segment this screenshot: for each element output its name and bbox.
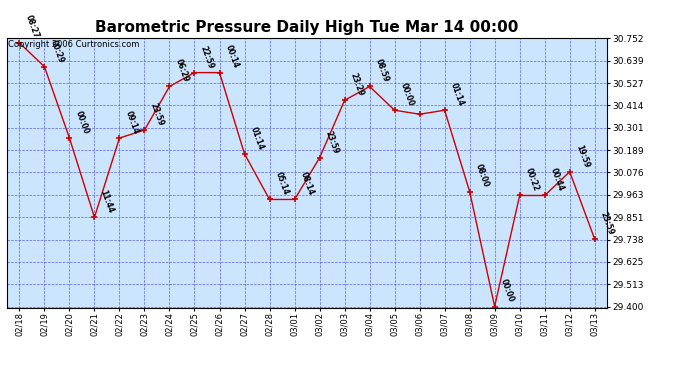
- Text: 11:44: 11:44: [99, 189, 115, 214]
- Text: 06:29: 06:29: [174, 58, 190, 84]
- Title: Barometric Pressure Daily High Tue Mar 14 00:00: Barometric Pressure Daily High Tue Mar 1…: [95, 20, 519, 35]
- Text: 23:59: 23:59: [599, 211, 615, 236]
- Text: 08:00: 08:00: [474, 163, 491, 189]
- Text: 00:00: 00:00: [399, 82, 415, 108]
- Text: 19:59: 19:59: [574, 143, 591, 169]
- Text: Copyright 2006 Curtronics.com: Copyright 2006 Curtronics.com: [8, 40, 139, 49]
- Text: 22:59: 22:59: [199, 44, 215, 70]
- Text: 00:14: 00:14: [224, 44, 240, 70]
- Text: 00:44: 00:44: [549, 167, 566, 193]
- Text: 00:00: 00:00: [499, 278, 515, 304]
- Text: 08:27: 08:27: [23, 14, 41, 40]
- Text: 23:29: 23:29: [348, 72, 366, 98]
- Text: 00:22: 00:22: [524, 167, 540, 193]
- Text: 00:29: 00:29: [48, 38, 66, 64]
- Text: 01:14: 01:14: [448, 82, 466, 108]
- Text: 08:59: 08:59: [374, 58, 391, 84]
- Text: 08:14: 08:14: [299, 171, 315, 196]
- Text: 23:59: 23:59: [148, 102, 166, 127]
- Text: 01:14: 01:14: [248, 125, 266, 151]
- Text: 09:14: 09:14: [124, 110, 140, 135]
- Text: 05:14: 05:14: [274, 171, 290, 196]
- Text: 23:59: 23:59: [324, 129, 340, 155]
- Text: 00:00: 00:00: [74, 110, 90, 135]
